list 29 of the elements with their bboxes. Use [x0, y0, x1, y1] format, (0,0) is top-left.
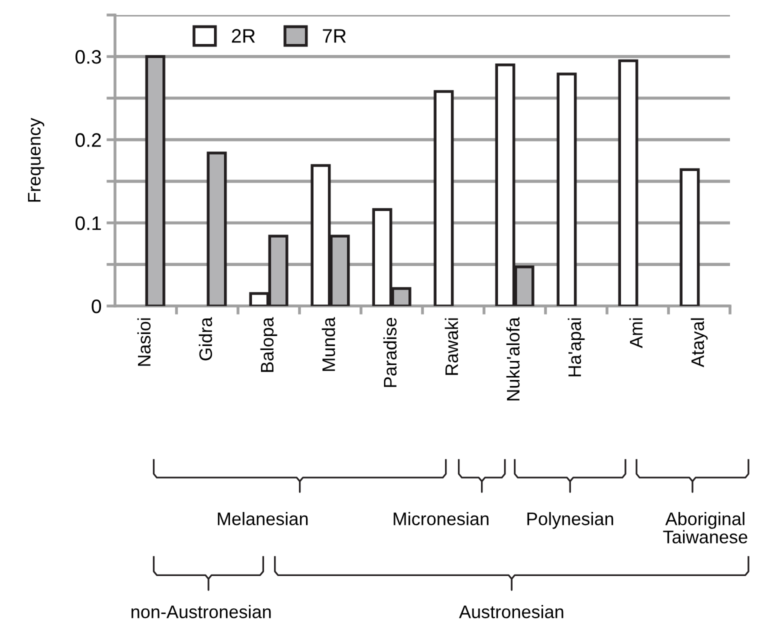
x-tick-label: Nuku'alofa	[506, 317, 520, 400]
text: Austronesian	[459, 605, 564, 618]
legend-label: 2R	[232, 29, 255, 43]
y-tick-label: 0.3	[76, 50, 101, 64]
x-tick-label: Gidra	[198, 317, 212, 360]
y-tick-label: 0.1	[76, 216, 101, 230]
text: Melanesian	[218, 512, 308, 526]
bar	[618, 59, 638, 306]
legend-label: 7R	[322, 29, 346, 43]
y-axis-title: Frequency	[28, 118, 44, 202]
bar	[145, 55, 166, 306]
x-tick-label: Ami	[629, 318, 642, 348]
x-tick-label: Ha'apai	[568, 318, 585, 376]
bar	[680, 168, 700, 306]
text: non-Austronesian	[132, 605, 271, 618]
bar	[206, 152, 227, 306]
x-tick-label: Nasioi	[137, 318, 151, 366]
x-tick-label: Munda	[322, 317, 336, 371]
x-tick-label: Rawaki	[444, 318, 458, 375]
bar	[434, 90, 454, 306]
y-tick-label: 0	[92, 299, 102, 314]
text: Polynesian	[527, 512, 614, 529]
y-tick-label: 0.2	[76, 133, 101, 147]
text: Aboriginal Taiwanese	[663, 512, 748, 544]
bar	[556, 72, 577, 306]
x-tick-label: Balopa	[260, 317, 278, 372]
x-tick-label: Atayal	[690, 318, 708, 368]
x-tick-label: Paradise	[383, 318, 397, 387]
text: Micronesian	[394, 512, 488, 526]
